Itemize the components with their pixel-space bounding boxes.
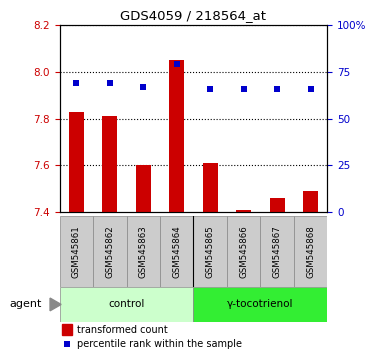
Text: GSM545867: GSM545867 — [273, 225, 281, 278]
Point — [241, 86, 247, 91]
Text: GSM545866: GSM545866 — [239, 225, 248, 278]
Text: GSM545862: GSM545862 — [105, 225, 114, 278]
Bar — [102, 116, 117, 212]
Bar — [127, 216, 160, 287]
Point — [174, 61, 180, 67]
Point — [73, 80, 79, 86]
Point — [308, 86, 314, 91]
Bar — [69, 112, 84, 212]
Text: GSM545861: GSM545861 — [72, 225, 81, 278]
Point — [140, 84, 146, 90]
Bar — [60, 216, 93, 287]
Bar — [270, 198, 285, 212]
Bar — [136, 166, 151, 212]
Point — [64, 341, 70, 347]
Bar — [236, 210, 251, 212]
Bar — [93, 216, 127, 287]
Point — [107, 80, 113, 86]
Text: agent: agent — [10, 299, 42, 309]
Bar — [169, 60, 184, 212]
Text: GSM545868: GSM545868 — [306, 225, 315, 278]
Point — [274, 86, 280, 91]
Text: GSM545864: GSM545864 — [172, 225, 181, 278]
Text: percentile rank within the sample: percentile rank within the sample — [77, 339, 242, 349]
Text: GSM545865: GSM545865 — [206, 225, 215, 278]
Bar — [294, 216, 327, 287]
Bar — [160, 216, 194, 287]
Text: GDS4059 / 218564_at: GDS4059 / 218564_at — [119, 9, 266, 22]
Bar — [62, 324, 72, 335]
Bar — [227, 216, 260, 287]
Bar — [193, 287, 327, 322]
Bar — [193, 216, 227, 287]
Text: γ-tocotrienol: γ-tocotrienol — [227, 299, 294, 309]
Bar — [203, 163, 218, 212]
Bar — [303, 191, 318, 212]
Text: GSM545863: GSM545863 — [139, 225, 148, 278]
Text: transformed count: transformed count — [77, 325, 168, 335]
Point — [207, 86, 213, 91]
Bar — [260, 216, 294, 287]
Bar — [60, 287, 193, 322]
Text: control: control — [109, 299, 145, 309]
